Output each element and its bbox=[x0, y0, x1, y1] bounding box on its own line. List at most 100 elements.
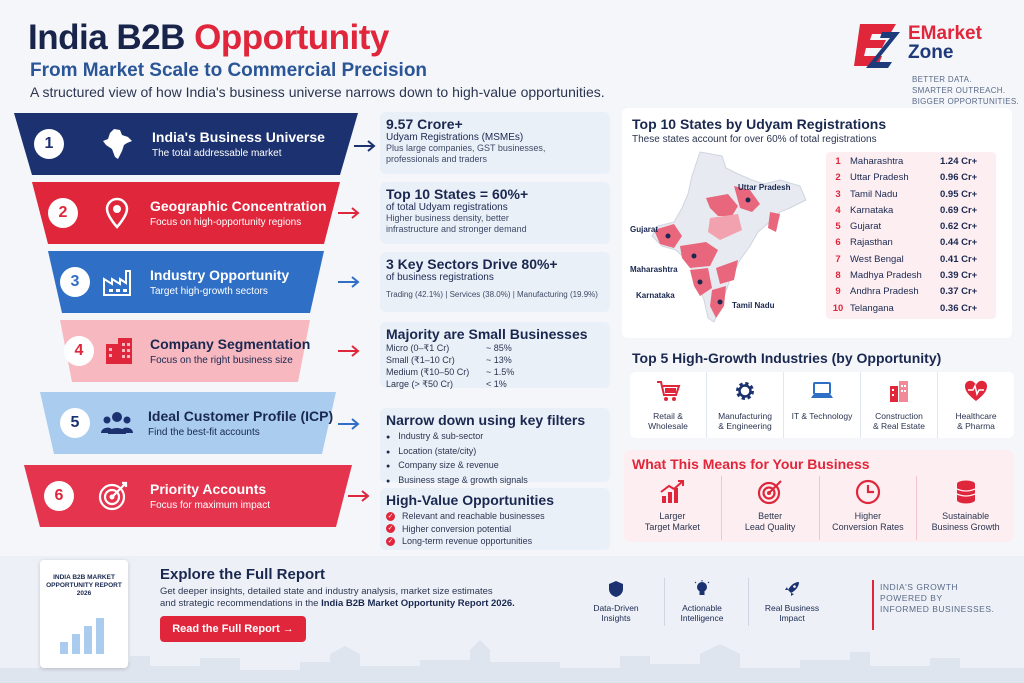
list-item: Company size & revenue bbox=[386, 459, 604, 474]
feature-real-impact: Real Business Impact bbox=[752, 580, 832, 623]
emarketzone-logo-icon bbox=[854, 24, 900, 68]
page-lead: A structured view of how India's busines… bbox=[30, 84, 605, 100]
explore-text: Get deeper insights, detailed state and … bbox=[160, 586, 515, 609]
table-row: 9 Andhra Pradesh 0.37 Cr+ bbox=[835, 286, 978, 298]
card-industry: 3 Key Sectors Drive 80%+ of business reg… bbox=[380, 252, 610, 312]
list-item: ✓ Long-term revenue opportunities bbox=[386, 536, 533, 546]
card-priority: High-Value Opportunities ✓ Relevant and r… bbox=[380, 488, 610, 550]
funnel-step-3: 3 Industry Opportunity Target high-growt… bbox=[48, 251, 324, 313]
list-item: ✓ Higher conversion potential bbox=[386, 523, 512, 534]
industry-healthcare: Healthcare & Pharma bbox=[938, 372, 1014, 438]
benefit-lead-quality: Better Lead Quality bbox=[722, 476, 820, 540]
gear-icon bbox=[736, 382, 754, 400]
state-maharashtra bbox=[680, 242, 718, 268]
feature-data-driven: Data-Driven Insights bbox=[576, 580, 656, 623]
page-subtitle: From Market Scale to Commercial Precisio… bbox=[30, 60, 428, 81]
check-icon: ✓ bbox=[386, 536, 395, 546]
laptop-icon bbox=[811, 382, 833, 398]
size-row: Micro (0–₹1 Cr) ~ 85% bbox=[386, 343, 512, 353]
india-map-icon bbox=[103, 129, 132, 159]
card-geographic: Top 10 States = 60%+ of total Udyam regi… bbox=[380, 182, 610, 244]
clock-icon bbox=[855, 479, 880, 505]
benefit-growth: Sustainable Business Growth bbox=[917, 476, 1014, 540]
table-row: 10 Telangana 0.36 Cr+ bbox=[832, 302, 978, 314]
size-row: Small (₹1–10 Cr) ~ 13% bbox=[386, 355, 512, 365]
states-title: Top 10 States by Udyam Registrations bbox=[632, 116, 887, 132]
table-row: 2 Uttar Pradesh 0.96 Cr+ bbox=[835, 172, 978, 184]
states-table: 1 Maharashtra 1.24 Cr+ 2 Uttar Pradesh 0.96 … bbox=[826, 152, 996, 319]
list-item: Business stage & growth signals bbox=[386, 474, 604, 489]
table-row: 6 Rajasthan 0.44 Cr+ bbox=[835, 237, 978, 249]
map-label: Karnataka bbox=[636, 291, 675, 300]
location-pin-icon bbox=[105, 197, 129, 229]
growth-chart-icon bbox=[660, 480, 685, 503]
state-madhya-pradesh bbox=[708, 214, 742, 240]
tagline-accent bbox=[872, 580, 874, 630]
funnel-step-4: 4 Company Segmentation Focus on the righ… bbox=[60, 320, 310, 382]
table-row: 4 Karnataka 0.69 Cr+ bbox=[835, 204, 978, 216]
map-label: Gujarat bbox=[630, 225, 658, 234]
funnel-step-6: 6 Priority Accounts Focus for maximum im… bbox=[24, 465, 352, 527]
logo-tagline: BETTER DATA. SMARTER OUTREACH. BIGGER OP… bbox=[912, 75, 1020, 106]
users-icon bbox=[101, 412, 133, 434]
industries-title: Top 5 High-Growth Industries (by Opportu… bbox=[632, 350, 942, 366]
skyline-illustration bbox=[0, 640, 1024, 683]
map-label: Uttar Pradesh bbox=[738, 183, 791, 192]
arrow-right-icon bbox=[338, 418, 360, 430]
card-segmentation: Majority are Small Businesses Micro (0–₹… bbox=[380, 322, 610, 389]
table-row: 8 Madhya Pradesh 0.39 Cr+ bbox=[835, 270, 978, 282]
state-west-bengal bbox=[768, 212, 780, 232]
size-row: Medium (₹10–50 Cr) ~ 1.5% bbox=[386, 367, 515, 377]
building-icon bbox=[890, 381, 908, 402]
coins-icon bbox=[956, 480, 975, 504]
funnel-step-2: 2 Geographic Concentration Focus on high… bbox=[32, 182, 340, 244]
size-row: Large (> ₹50 Cr) < 1% bbox=[386, 379, 507, 389]
target-icon bbox=[98, 481, 128, 511]
means-row: Larger Target Market Better Lead Quality… bbox=[624, 476, 1014, 540]
state-andhra-telangana bbox=[716, 260, 738, 284]
industry-manufacturing: Manufacturing & Engineering bbox=[707, 372, 784, 438]
benefit-conversion: Higher Conversion Rates bbox=[820, 476, 918, 540]
report-cover[interactable]: INDIA B2B MARKET OPPORTUNITY REPORT 2026 bbox=[40, 560, 128, 668]
arrow-right-icon bbox=[354, 140, 376, 152]
map-label: Maharashtra bbox=[630, 265, 678, 274]
divider bbox=[664, 578, 665, 626]
list-item: ✓ Relevant and reachable businesses bbox=[386, 511, 545, 521]
arrow-right-icon bbox=[338, 207, 360, 219]
funnel-step-5: 5 Ideal Customer Profile (ICP) Find the … bbox=[40, 392, 336, 454]
state-rajasthan bbox=[706, 194, 738, 216]
target-icon bbox=[758, 480, 782, 505]
list-item: Industry & sub-sector bbox=[386, 430, 604, 445]
funnel-step-1: 1 India's Business Universe The total ad… bbox=[14, 113, 358, 175]
industry-retail: Retail & Wholesale bbox=[630, 372, 707, 438]
benefit-market: Larger Target Market bbox=[624, 476, 722, 540]
shield-icon bbox=[609, 581, 623, 597]
card-icp: Narrow down using key filters Industry &… bbox=[380, 408, 610, 485]
factory-icon bbox=[103, 270, 131, 296]
footer-tagline: INDIA'S GROWTH POWERED BY INFORMED BUSIN… bbox=[880, 582, 995, 614]
check-icon: ✓ bbox=[386, 524, 395, 534]
page-title: India B2B Opportunity bbox=[28, 18, 389, 57]
heartbeat-icon bbox=[965, 380, 987, 401]
divider bbox=[748, 578, 749, 626]
india-map: Uttar Pradesh Gujarat Maharashtra Karnat… bbox=[630, 151, 807, 323]
arrow-right-icon bbox=[348, 490, 370, 502]
feature-actionable: Actionable Intelligence bbox=[662, 580, 742, 623]
industries-row: Retail & Wholesale Manufacturing & Engin… bbox=[630, 372, 1014, 438]
table-row: 7 West Bengal 0.41 Cr+ bbox=[835, 253, 978, 265]
table-row: 1 Maharashtra 1.24 Cr+ bbox=[835, 156, 978, 167]
states-subtitle: These states account for over 60% of tot… bbox=[632, 134, 877, 145]
lightbulb-icon bbox=[694, 580, 710, 595]
read-report-button[interactable]: Read the Full Report → bbox=[160, 616, 306, 642]
table-row: 3 Tamil Nadu 0.95 Cr+ bbox=[835, 188, 978, 200]
arrow-right-icon bbox=[338, 276, 360, 288]
shopping-cart-icon bbox=[657, 381, 681, 401]
rocket-icon bbox=[785, 582, 799, 596]
industry-it: IT & Technology bbox=[784, 372, 861, 438]
map-label: Tamil Nadu bbox=[732, 301, 775, 310]
table-row: 5 Gujarat 0.62 Cr+ bbox=[835, 221, 978, 233]
card-business-universe: 9.57 Crore+ Udyam Registrations (MSMEs) … bbox=[380, 112, 610, 174]
buildings-icon bbox=[106, 338, 132, 364]
logo-name: EMarket Zone bbox=[908, 23, 982, 63]
arrow-right-icon bbox=[338, 345, 360, 357]
